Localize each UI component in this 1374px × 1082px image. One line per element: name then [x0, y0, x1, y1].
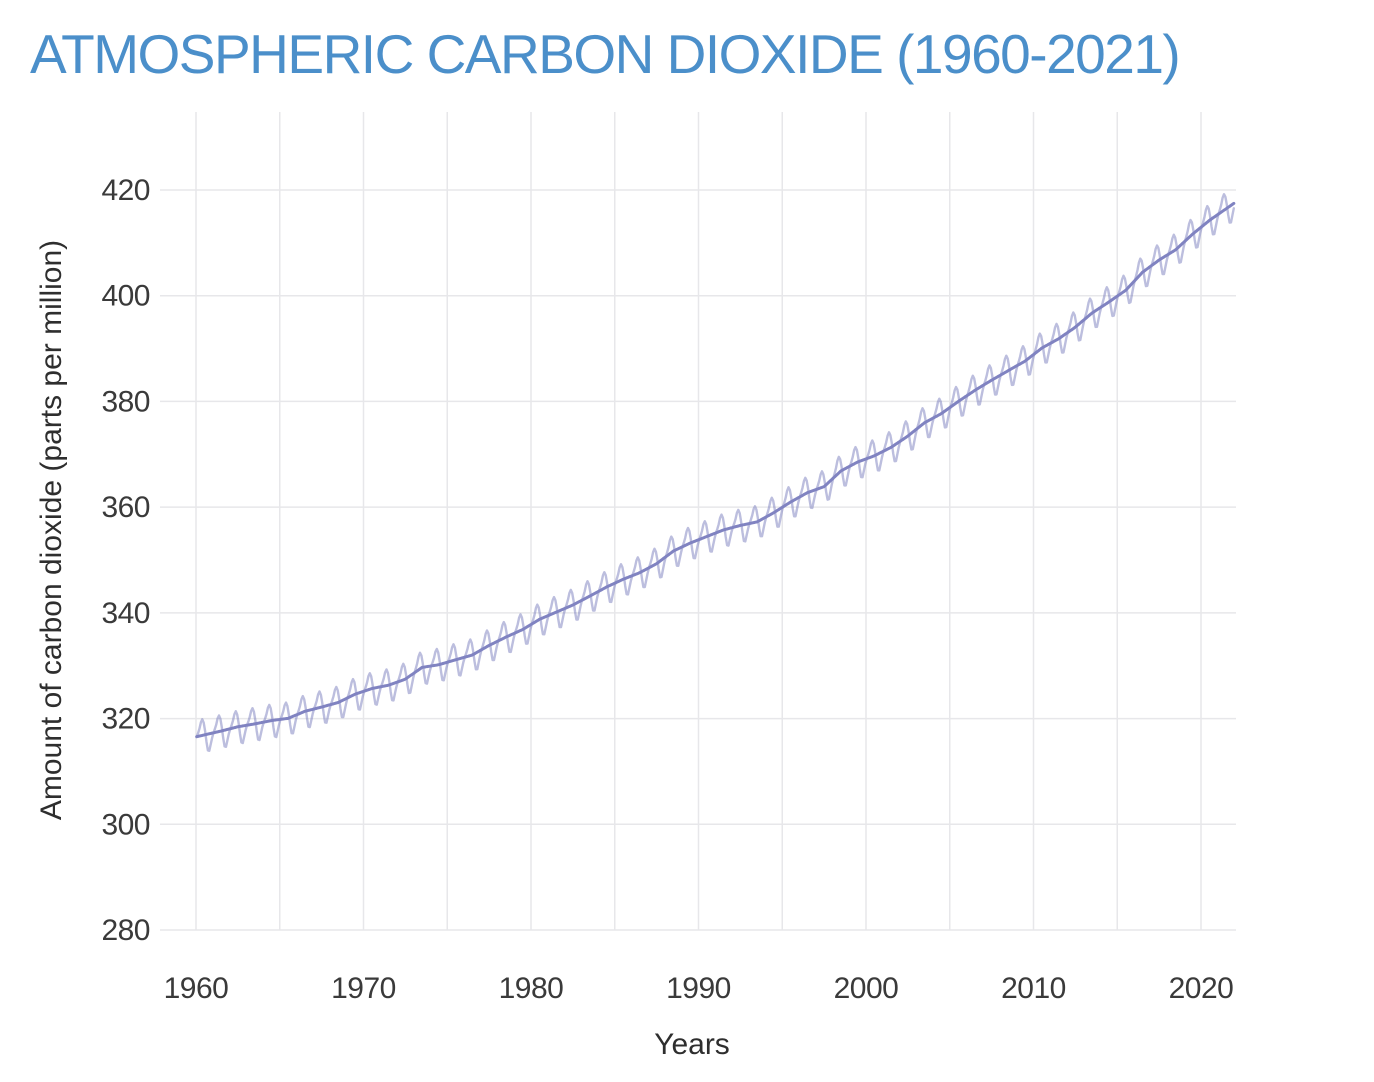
x-tick-label: 1960 [164, 972, 229, 1005]
y-tick-label: 280 [101, 914, 150, 947]
x-tick-label: 1980 [499, 972, 564, 1005]
trend-co2-line [195, 201, 1236, 739]
gridlines [160, 112, 1236, 931]
y-tick-label: 420 [101, 174, 150, 207]
x-axis-title: Years [654, 1028, 730, 1061]
x-tick-label: 1970 [331, 972, 396, 1005]
y-tick-label: 380 [101, 385, 150, 418]
y-tick-label: 300 [101, 808, 150, 841]
x-tick-label: 2020 [1169, 972, 1234, 1005]
x-tick-label: 2000 [834, 972, 899, 1005]
y-tick-label: 400 [101, 280, 150, 313]
chart-title: ATMOSPHERIC CARBON DIOXIDE (1960-2021) [30, 23, 1181, 85]
x-tick-label: 1990 [666, 972, 731, 1005]
tick-labels: 280 300 320 340 360 380 400 420 1960 1970 1980 1990… [101, 174, 1233, 1005]
y-tick-label: 320 [101, 703, 150, 736]
y-tick-label: 360 [101, 491, 150, 524]
y-axis-title: Amount of carbon dioxide (parts per mill… [35, 239, 68, 821]
seasonal-co2-line [195, 193, 1235, 752]
x-tick-label: 2010 [1001, 972, 1066, 1005]
y-tick-label: 340 [101, 597, 150, 630]
